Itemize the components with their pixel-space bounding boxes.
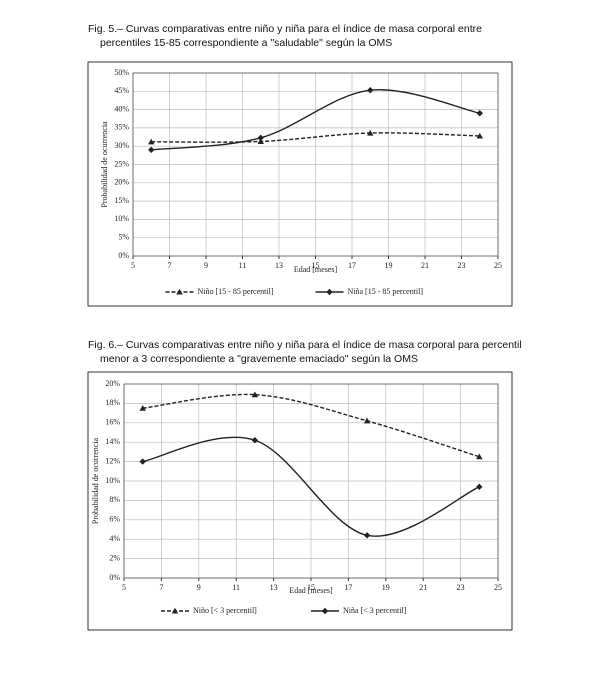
x-tick-label: 25: [494, 261, 502, 270]
x-axis-label: Edad [meses]: [289, 586, 333, 595]
data-point: [251, 437, 259, 444]
y-axis-label: Probabilidad de ocurrencia: [100, 121, 109, 208]
x-tick-label: 25: [494, 583, 502, 592]
figure-caption: Fig. 5.– Curvas comparativas entre niño …: [88, 23, 482, 49]
data-point: [148, 138, 155, 145]
x-tick-label: 11: [239, 261, 247, 270]
chart-frame: [87, 371, 513, 631]
y-tick-label: 10%: [114, 214, 129, 223]
x-tick-label: 13: [270, 583, 278, 592]
x-tick-label: 15: [312, 261, 320, 270]
plot-area: [123, 383, 499, 579]
y-tick-label: 4%: [109, 534, 120, 543]
y-tick-label: 15%: [114, 196, 129, 205]
x-tick-label: 23: [457, 583, 465, 592]
data-point: [476, 110, 483, 117]
data-point: [476, 453, 483, 460]
y-tick-label: 18%: [105, 398, 120, 407]
data-point: [257, 138, 264, 145]
legend-label: Niña [< 3 percentil]: [343, 606, 407, 615]
legend-marker: [171, 607, 179, 614]
legend-marker: [176, 288, 183, 295]
x-tick-label: 17: [348, 261, 356, 270]
y-tick-label: 30%: [114, 141, 129, 150]
figure-caption: Fig. 6.– Curvas comparativas entre niño …: [88, 339, 522, 365]
y-tick-label: 50%: [114, 68, 129, 77]
y-tick-label: 6%: [109, 515, 120, 524]
y-tick-label: 5%: [118, 233, 129, 242]
series-line: [142, 436, 480, 537]
y-tick-label: 20%: [114, 178, 129, 187]
data-point: [363, 417, 371, 424]
data-point: [139, 458, 146, 465]
plot-area: [132, 72, 499, 257]
data-point: [251, 391, 259, 398]
y-tick-label: 0%: [118, 251, 129, 260]
x-tick-label: 5: [122, 583, 126, 592]
data-point: [367, 129, 374, 136]
y-tick-label: 10%: [105, 476, 120, 485]
y-tick-label: 0%: [109, 573, 120, 582]
series-line: [142, 393, 480, 458]
x-tick-label: 5: [131, 261, 135, 270]
y-axis-label: Probabilidad de ocurrencia: [91, 437, 100, 524]
chart: 0% 5% 10% 15% 20% 25% 30% 35% 40% 45% 50% 5 7 9 11 13 15…: [87, 61, 513, 307]
data-point: [148, 146, 155, 154]
y-tick-label: 20%: [105, 379, 120, 388]
y-tick-label: 8%: [109, 495, 120, 504]
x-tick-label: 19: [382, 583, 390, 592]
x-axis-label: Edad [meses]: [294, 265, 338, 274]
data-point: [476, 483, 483, 491]
legend-label: Niño [< 3 percentil]: [193, 606, 257, 615]
data-point: [257, 134, 264, 141]
x-tick-label: 13: [275, 261, 283, 270]
x-tick-label: 21: [421, 261, 429, 270]
x-tick-label: 19: [385, 261, 393, 270]
x-tick-label: 7: [168, 261, 172, 270]
chart-frame: [87, 61, 513, 307]
series-line: [151, 89, 480, 151]
y-tick-label: 25%: [114, 159, 129, 168]
y-tick-label: 12%: [105, 456, 120, 465]
x-tick-label: 9: [204, 261, 208, 270]
x-tick-label: 11: [232, 583, 240, 592]
x-tick-label: 7: [159, 583, 163, 592]
legend-marker: [321, 607, 329, 615]
y-tick-label: 14%: [105, 437, 120, 446]
x-tick-label: 9: [197, 583, 201, 592]
x-tick-label: 17: [344, 583, 352, 592]
legend-label: Niño [15 - 85 percentil]: [198, 287, 274, 296]
series-line: [151, 132, 480, 143]
x-tick-label: 21: [419, 583, 427, 592]
chart: 0% 2% 4% 6% 8% 10% 12% 14% 16% 18% 20% 5 7 9 11 13 15 17 1…: [87, 371, 513, 631]
y-tick-label: 40%: [114, 104, 129, 113]
x-tick-label: 23: [458, 261, 466, 270]
data-point: [476, 132, 483, 139]
y-tick-label: 2%: [109, 553, 120, 562]
data-point: [139, 405, 146, 411]
y-tick-label: 45%: [114, 86, 129, 95]
x-tick-label: 15: [307, 583, 315, 592]
y-tick-label: 35%: [114, 123, 129, 132]
legend-label: Niña [15 - 85 percentil]: [348, 287, 424, 296]
legend-marker: [326, 288, 333, 296]
y-tick-label: 16%: [105, 418, 120, 427]
